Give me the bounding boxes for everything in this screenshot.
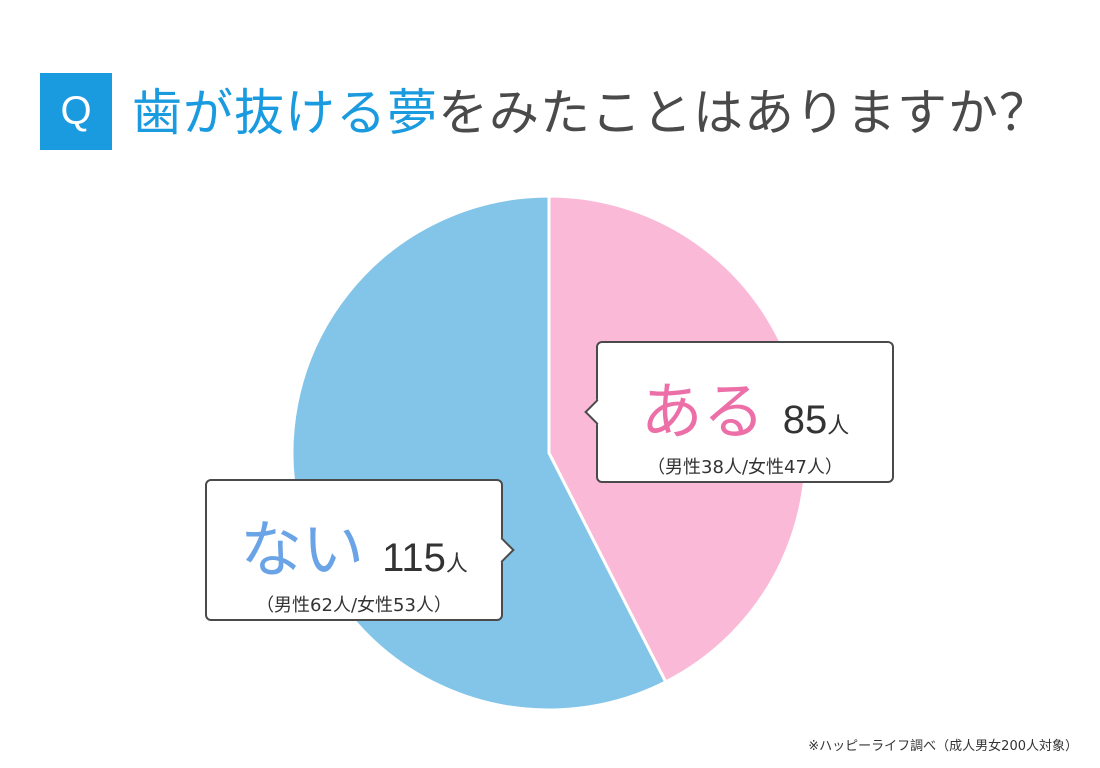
slice-label-aru: ある (640, 375, 765, 448)
slice-detail-nai: （男性62人/女性53人） (256, 595, 452, 616)
slice-label-nai: ない (240, 513, 365, 586)
slice-detail-aru: （男性38人/女性47人） (647, 457, 843, 478)
slice-unit-aru: 人 (827, 414, 850, 439)
slice-unit-nai: 人 (445, 552, 468, 577)
slice-value-aru: 85 (782, 398, 828, 442)
question-title: 歯が抜ける夢をみたことはありますか？ (132, 78, 1050, 148)
source-note: ※ハッピーライフ調べ（成人男女200人対象） (808, 739, 1078, 754)
question-badge: Q (40, 73, 112, 150)
callout-aru: ある 85人 （男性38人/女性47人） (584, 341, 894, 483)
slice-value-nai: 115 (382, 536, 446, 580)
question-rest: をみたことはありますか？ (438, 84, 1050, 142)
question-highlight: 歯が抜ける夢 (132, 84, 438, 142)
callout-nai: ない 115人 （男性62人/女性53人） (205, 479, 515, 621)
